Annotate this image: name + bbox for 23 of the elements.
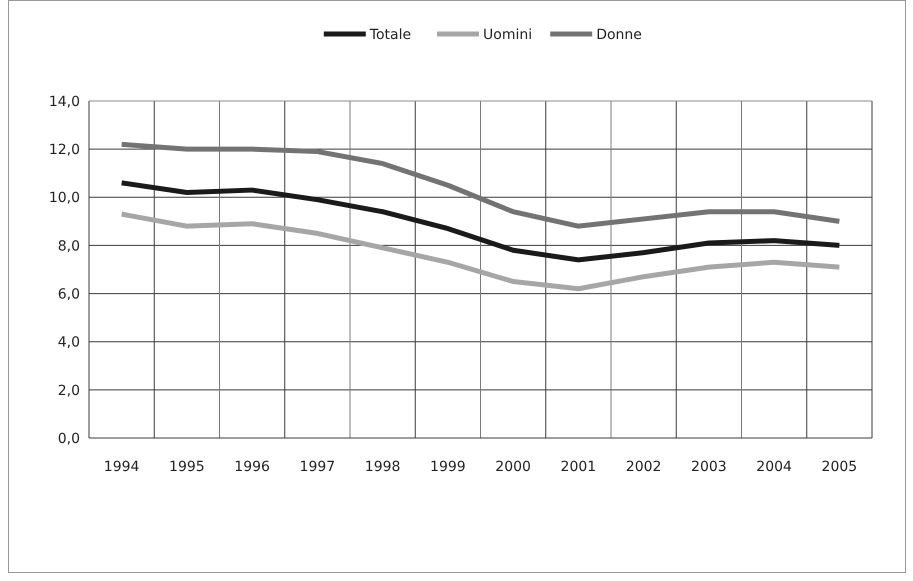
- x-tick-label: 1999: [430, 458, 466, 475]
- x-tick-label: 1994: [104, 458, 140, 475]
- x-tick-label: 1996: [234, 458, 270, 475]
- legend-label: Totale: [368, 26, 412, 43]
- x-tick-label: 2000: [495, 458, 531, 475]
- y-tick-label: 10,0: [48, 190, 80, 206]
- x-tick-label: 2001: [560, 458, 596, 475]
- x-tick-label: 1997: [300, 458, 336, 475]
- y-tick-label: 0,0: [58, 430, 80, 447]
- y-tick-label: 12,0: [48, 142, 80, 158]
- x-tick-label: 2005: [822, 458, 858, 475]
- x-tick-label: 1998: [364, 458, 400, 475]
- y-tick-label: 8,0: [58, 238, 80, 254]
- y-tick-label: 14,0: [48, 94, 80, 110]
- y-tick-label: 6,0: [58, 286, 80, 302]
- y-tick-label: 4,0: [58, 334, 80, 351]
- x-tick-label: 2004: [756, 458, 792, 475]
- x-tick-label: 1995: [169, 458, 205, 475]
- legend-label: Donne: [596, 26, 642, 43]
- y-tick-label: 2,0: [58, 382, 80, 399]
- x-tick-label: 2003: [691, 458, 727, 475]
- legend-label: Uomini: [483, 26, 532, 43]
- x-tick-label: 2002: [626, 458, 662, 475]
